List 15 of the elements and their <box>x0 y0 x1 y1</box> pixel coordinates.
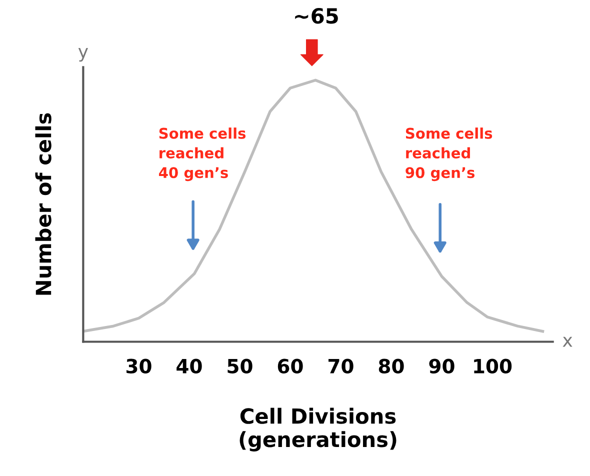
annotation: Some cells reached 90 gen’s <box>406 128 492 182</box>
x-tick-label: 50 <box>228 358 252 374</box>
text: ~65 <box>295 8 338 24</box>
x-axis-title: Cell Divisions (generations) <box>240 408 396 452</box>
x-tick-label: 80 <box>378 358 404 374</box>
text: x <box>562 336 572 347</box>
x-tick-label: 70 <box>328 358 354 374</box>
x-tick-label: 40 <box>176 358 202 374</box>
y-axis-title: Number of cells <box>35 113 52 295</box>
text: y <box>78 48 88 62</box>
x-tick-label: 90 <box>429 358 454 374</box>
x-tick-label: 60 <box>278 358 303 374</box>
annotation: Some cells reached 40 gen’s <box>158 128 246 182</box>
x-tick-label: 30 <box>126 358 152 374</box>
x-tick-label: 100 <box>474 358 512 374</box>
